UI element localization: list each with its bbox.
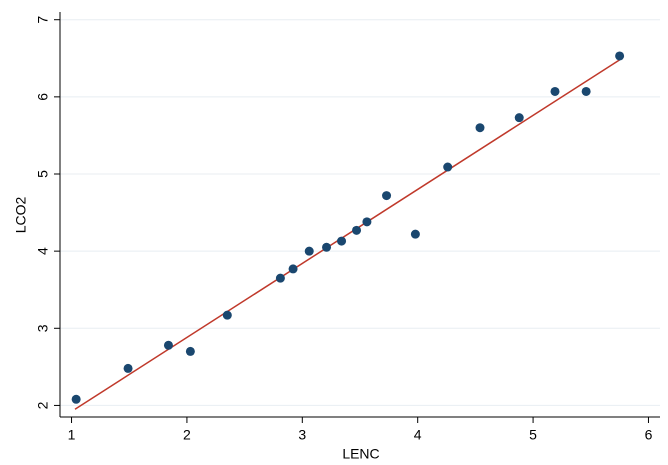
- point: [550, 86, 560, 96]
- point: [475, 123, 485, 133]
- point: [163, 340, 173, 350]
- point: [514, 113, 524, 123]
- point: [337, 236, 347, 246]
- y-tick-label: 3: [35, 324, 51, 332]
- x-tick-label: 1: [68, 427, 76, 443]
- point: [71, 394, 81, 404]
- fit-line: [74, 59, 621, 410]
- x-tick-label: 6: [645, 427, 653, 443]
- point: [581, 86, 591, 96]
- point: [615, 51, 625, 61]
- x-tick-label: 2: [183, 427, 191, 443]
- point: [362, 217, 372, 227]
- point: [222, 310, 232, 320]
- point: [382, 191, 392, 201]
- y-tick-label: 7: [35, 16, 51, 24]
- point: [410, 229, 420, 239]
- x-axis-title: LENC: [342, 446, 379, 462]
- point: [352, 225, 362, 235]
- point: [443, 162, 453, 172]
- point: [275, 273, 285, 283]
- point: [123, 363, 133, 373]
- x-tick-label: 3: [298, 427, 306, 443]
- y-tick-label: 4: [35, 247, 51, 255]
- point: [185, 346, 195, 356]
- x-tick-label: 4: [414, 427, 422, 443]
- point: [304, 246, 314, 256]
- y-tick-label: 6: [35, 93, 51, 101]
- x-tick-label: 5: [529, 427, 537, 443]
- y-tick-label: 5: [35, 170, 51, 178]
- point: [322, 242, 332, 252]
- y-tick-label: 2: [35, 401, 51, 409]
- y-axis-title: LCO2: [13, 197, 29, 234]
- point: [288, 264, 298, 274]
